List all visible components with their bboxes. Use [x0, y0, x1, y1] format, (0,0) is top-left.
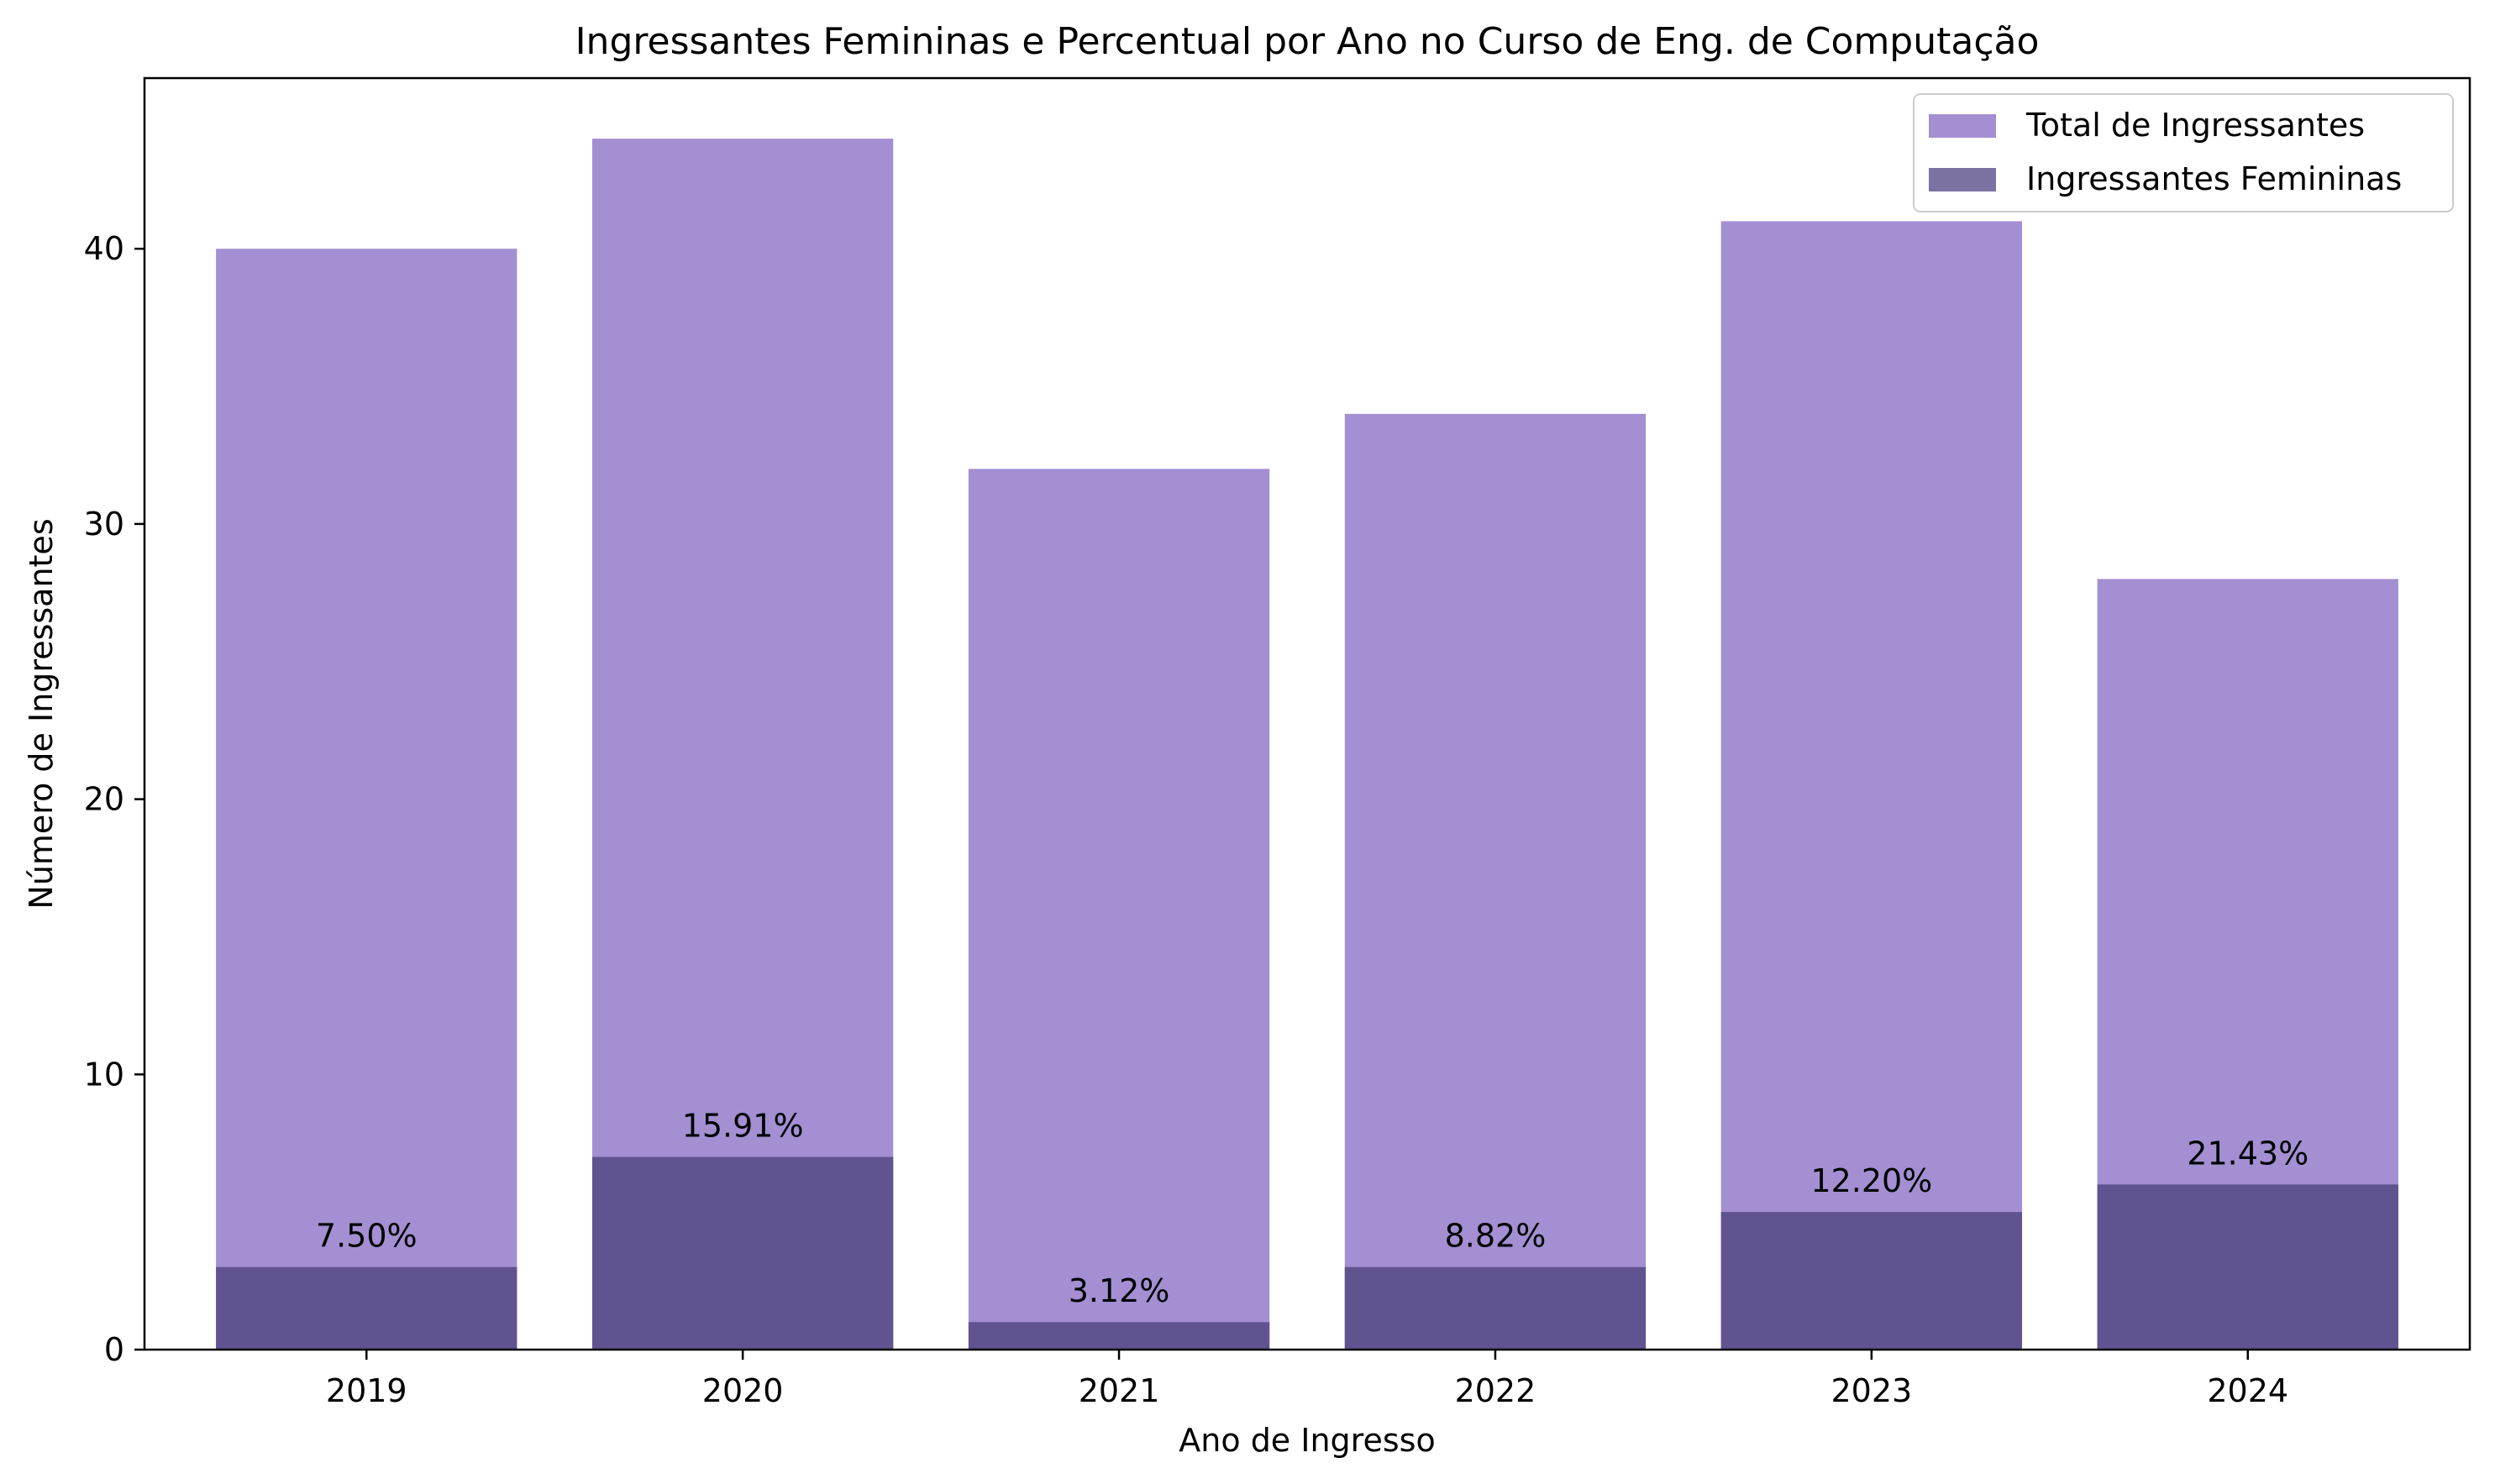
legend: Total de Ingressantes Ingressantes Femin…	[1913, 93, 2454, 212]
legend-box	[1913, 93, 2454, 212]
y-axis-label: Número de Ingressantes	[23, 518, 60, 909]
legend-swatch-female	[1929, 168, 1996, 191]
percentage-labels-group: 7.50% 15.91% 3.12% 8.82% 12.20% 21.43%	[316, 1108, 2309, 1310]
y-tick-label-20: 20	[84, 781, 124, 818]
y-tick-label-10: 10	[84, 1056, 124, 1093]
legend-label-total: Total de Ingressantes	[2025, 107, 2365, 144]
bar-total-2020	[591, 139, 894, 1350]
bar-female-2021	[968, 1322, 1270, 1350]
bar-total-2021	[968, 469, 1270, 1350]
percentage-label-2019: 7.50%	[316, 1218, 418, 1255]
x-axis-label: Ano de Ingresso	[1179, 1422, 1435, 1459]
total-bars-group	[216, 139, 2398, 1350]
female-bars-group	[216, 1156, 2398, 1350]
x-axis: 2019 2020 2021 2022 2023 2024	[326, 1350, 2288, 1409]
y-tick-label-40: 40	[84, 230, 124, 267]
bar-total-2023	[1720, 221, 2023, 1350]
bar-female-2019	[216, 1266, 517, 1350]
y-tick-label-30: 30	[84, 506, 124, 543]
x-tick-label-2023: 2023	[1831, 1372, 1912, 1409]
percentage-label-2022: 8.82%	[1445, 1218, 1547, 1255]
percentage-label-2023: 12.20%	[1810, 1162, 1932, 1199]
plot-frame	[143, 76, 2471, 1351]
chart-title: Ingressantes Femininas e Percentual por …	[575, 20, 2040, 63]
x-tick-label-2019: 2019	[326, 1372, 407, 1409]
percentage-label-2024: 21.43%	[2187, 1135, 2309, 1172]
legend-label-female: Ingressantes Femininas	[2026, 160, 2402, 197]
x-tick-label-2020: 2020	[702, 1372, 784, 1409]
x-tick-label-2024: 2024	[2207, 1372, 2288, 1409]
bar-total-2019	[216, 249, 517, 1350]
bar-female-2020	[591, 1156, 894, 1350]
percentage-label-2021: 3.12%	[1069, 1272, 1170, 1309]
bar-total-2022	[1344, 413, 1647, 1350]
y-axis: 0 10 20 30 40	[84, 230, 144, 1368]
bar-female-2024	[2097, 1184, 2398, 1350]
y-tick-label-0: 0	[104, 1331, 124, 1368]
bar-female-2022	[1344, 1266, 1647, 1350]
bar-female-2023	[1720, 1212, 2023, 1350]
legend-swatch-total	[1929, 114, 1996, 138]
x-tick-label-2021: 2021	[1079, 1372, 1160, 1409]
x-tick-label-2022: 2022	[1455, 1372, 1536, 1409]
percentage-label-2020: 15.91%	[682, 1108, 804, 1145]
